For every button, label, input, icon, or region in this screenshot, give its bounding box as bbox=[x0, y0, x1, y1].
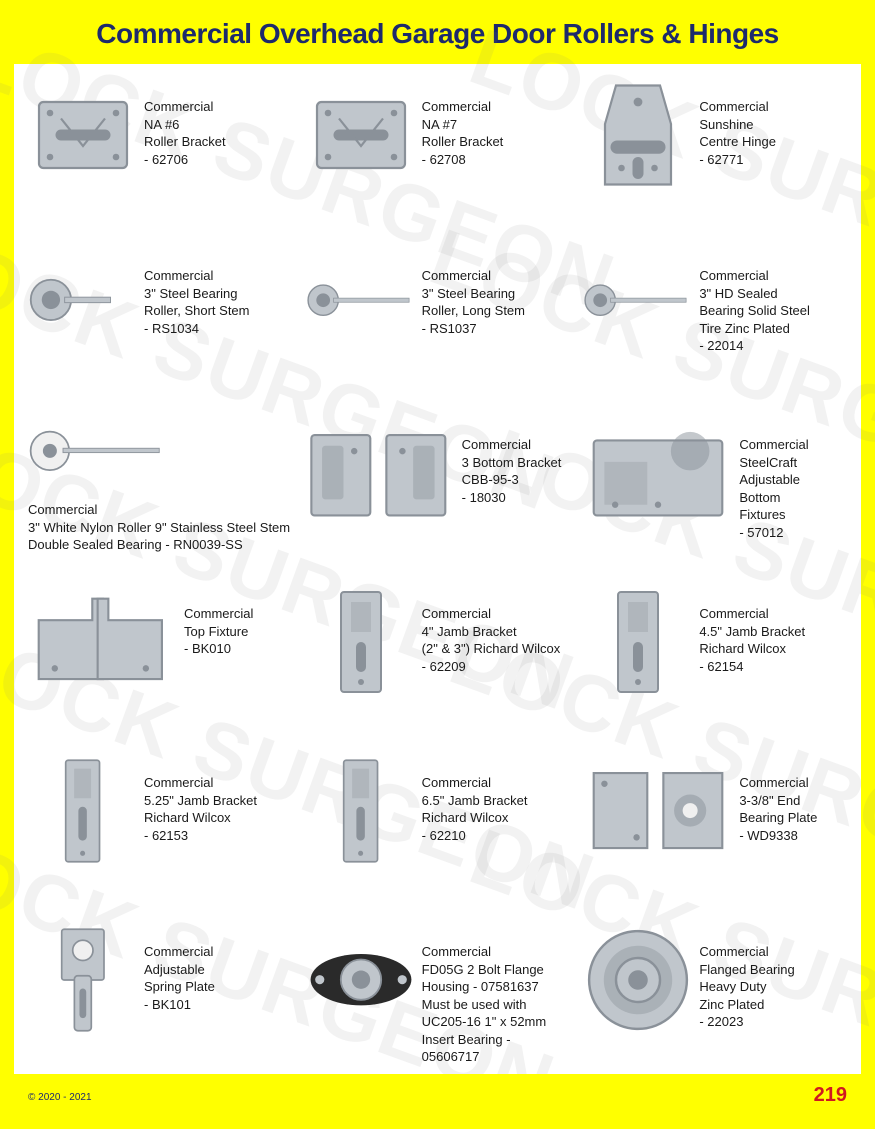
product-image bbox=[28, 80, 138, 190]
product-description: CommercialSteelCraftAdjustableBottomFixt… bbox=[739, 418, 808, 541]
product-image bbox=[28, 925, 138, 1035]
product-description: Commercial3 Bottom BracketCBB-95-3- 1803… bbox=[462, 418, 562, 506]
product-description: Commercial3" White Nylon Roller 9" Stain… bbox=[28, 499, 292, 554]
product-grid: CommercialNA #6Roller Bracket- 62706 Comm… bbox=[14, 64, 861, 1098]
product-item: Commercial6.5" Jamb BracketRichard Wilco… bbox=[302, 752, 574, 917]
product-image bbox=[583, 249, 693, 359]
product-image bbox=[306, 925, 416, 1035]
product-image bbox=[583, 925, 693, 1035]
product-image bbox=[28, 756, 138, 866]
product-description: Commercial3-3/8" EndBearing Plate- WD933… bbox=[739, 756, 817, 844]
product-description: Commercial4.5" Jamb BracketRichard Wilco… bbox=[699, 587, 805, 675]
product-description: CommercialNA #7Roller Bracket- 62708 bbox=[422, 80, 504, 168]
product-description: Commercial6.5" Jamb BracketRichard Wilco… bbox=[422, 756, 528, 844]
product-item: Commercial5.25" Jamb BracketRichard Wilc… bbox=[24, 752, 296, 917]
product-image bbox=[28, 587, 178, 697]
product-item: CommercialSunshineCentre Hinge- 62771 bbox=[579, 76, 851, 241]
page-header: Commercial Overhead Garage Door Rollers … bbox=[0, 0, 875, 64]
product-item: CommercialSteelCraftAdjustableBottomFixt… bbox=[579, 414, 851, 579]
product-description: Commercial3" HD SealedBearing Solid Stee… bbox=[699, 249, 810, 355]
content-area: LOCK SURGEON LOCK SURGEON LOCK SURGEON L… bbox=[14, 64, 861, 1084]
product-description: CommercialFD05G 2 Bolt FlangeHousing - 0… bbox=[422, 925, 570, 1066]
product-image bbox=[583, 587, 693, 697]
product-image bbox=[306, 80, 416, 190]
product-description: CommercialSunshineCentre Hinge- 62771 bbox=[699, 80, 776, 168]
product-item: Commercial3" White Nylon Roller 9" Stain… bbox=[24, 414, 296, 579]
product-description: CommercialTop Fixture- BK010 bbox=[184, 587, 253, 658]
product-item: Commercial3 Bottom BracketCBB-95-3- 1803… bbox=[302, 414, 574, 579]
product-item: CommercialNA #6Roller Bracket- 62706 bbox=[24, 76, 296, 241]
product-item: Commercial3" HD SealedBearing Solid Stee… bbox=[579, 245, 851, 410]
product-image bbox=[306, 418, 456, 528]
product-image bbox=[306, 756, 416, 866]
product-image bbox=[28, 249, 138, 359]
page-title: Commercial Overhead Garage Door Rollers … bbox=[20, 18, 855, 50]
product-item: Commercial3" Steel BearingRoller, Long S… bbox=[302, 245, 574, 410]
product-description: Commercial4" Jamb Bracket(2" & 3") Richa… bbox=[422, 587, 561, 675]
product-image bbox=[306, 587, 416, 697]
product-image bbox=[583, 418, 733, 528]
product-description: CommercialAdjustableSpring Plate- BK101 bbox=[144, 925, 215, 1013]
product-item: CommercialTop Fixture- BK010 bbox=[24, 583, 296, 748]
product-item: Commercial3-3/8" EndBearing Plate- WD933… bbox=[579, 752, 851, 917]
product-image bbox=[306, 249, 416, 359]
product-description: Commercial3" Steel BearingRoller, Long S… bbox=[422, 249, 525, 337]
product-image bbox=[583, 756, 733, 866]
product-image bbox=[28, 418, 168, 493]
product-description: Commercial3" Steel BearingRoller, Short … bbox=[144, 249, 250, 337]
product-item: Commercial4.5" Jamb BracketRichard Wilco… bbox=[579, 583, 851, 748]
product-item: CommercialFD05G 2 Bolt FlangeHousing - 0… bbox=[302, 921, 574, 1086]
product-item: Commercial3" Steel BearingRoller, Short … bbox=[24, 245, 296, 410]
product-description: CommercialFlanged BearingHeavy DutyZinc … bbox=[699, 925, 794, 1031]
product-image bbox=[583, 80, 693, 190]
product-description: Commercial5.25" Jamb BracketRichard Wilc… bbox=[144, 756, 257, 844]
product-item: CommercialFlanged BearingHeavy DutyZinc … bbox=[579, 921, 851, 1086]
product-description: CommercialNA #6Roller Bracket- 62706 bbox=[144, 80, 226, 168]
product-item: Commercial4" Jamb Bracket(2" & 3") Richa… bbox=[302, 583, 574, 748]
product-item: CommercialAdjustableSpring Plate- BK101 bbox=[24, 921, 296, 1086]
product-item: CommercialNA #7Roller Bracket- 62708 bbox=[302, 76, 574, 241]
